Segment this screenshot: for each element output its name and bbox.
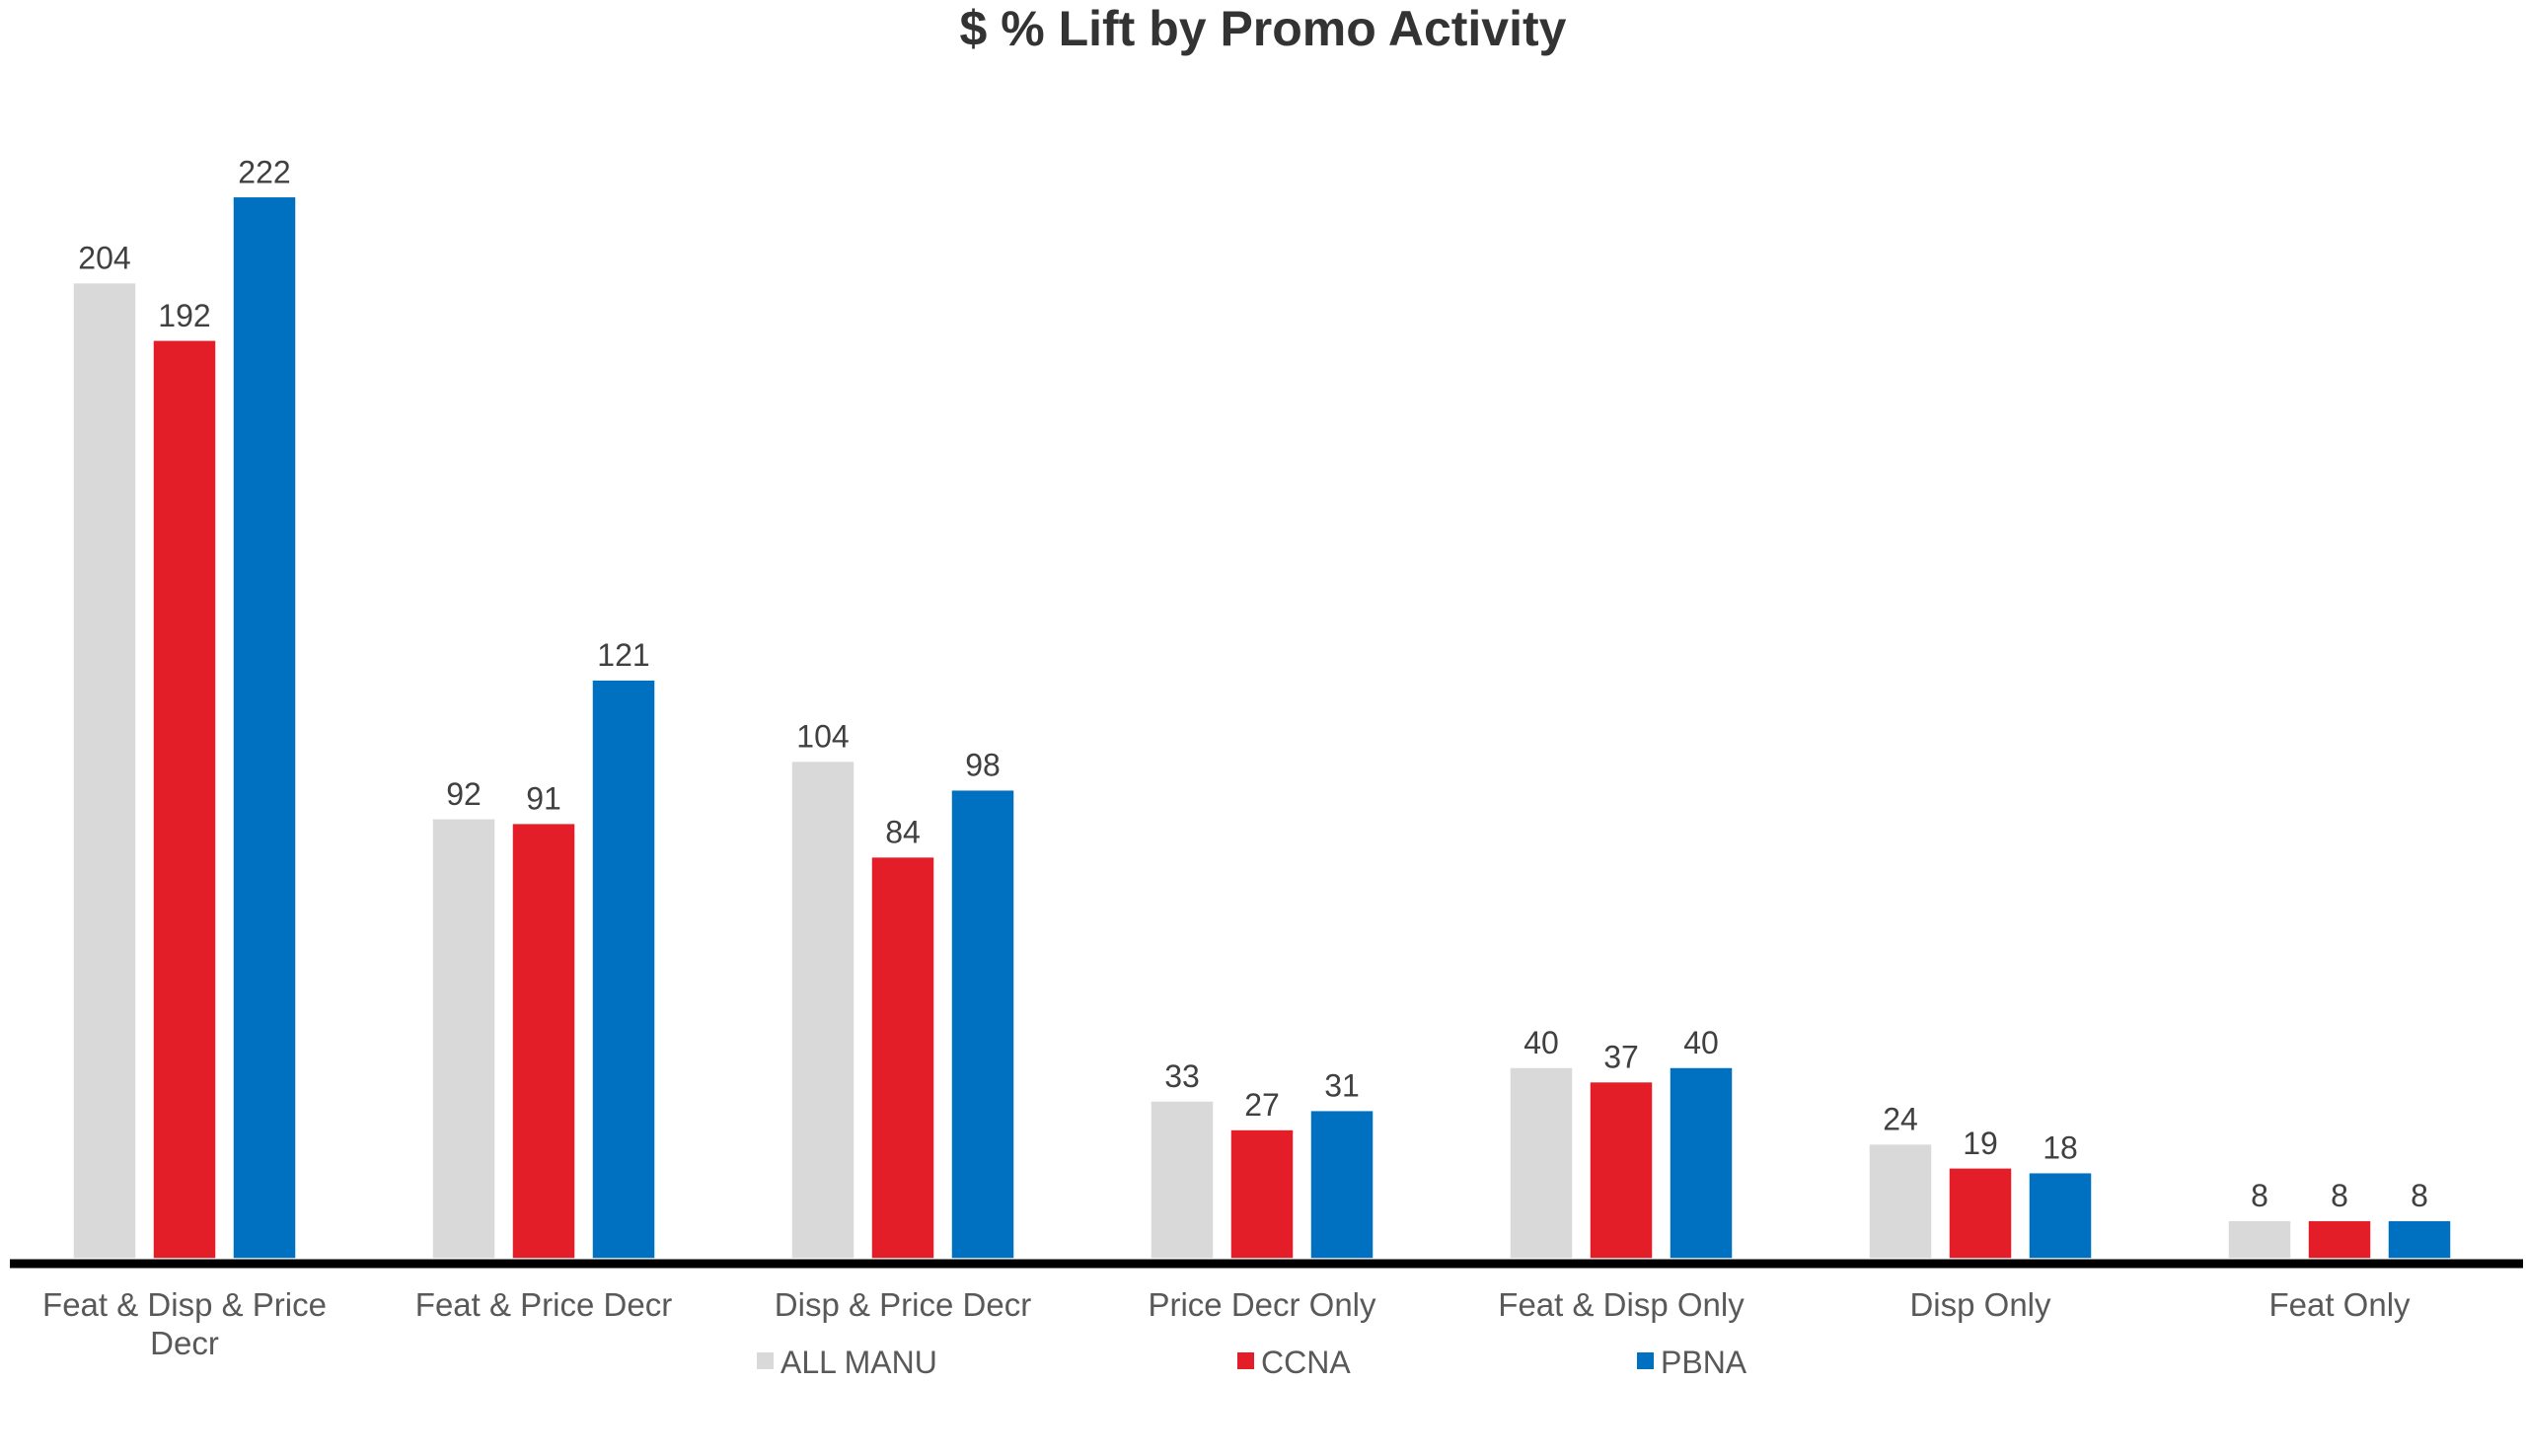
legend-item: PBNA xyxy=(1637,1345,1747,1380)
bar-all-manu xyxy=(2227,1219,2292,1260)
x-tick-label: Feat & Price Decr xyxy=(415,1286,672,1323)
data-label: 31 xyxy=(1324,1068,1360,1104)
data-label: 37 xyxy=(1603,1040,1639,1075)
data-label: 92 xyxy=(446,776,482,812)
bar-ccna xyxy=(1948,1167,2013,1260)
bar-ccna xyxy=(2307,1219,2372,1260)
data-label: 40 xyxy=(1523,1025,1559,1060)
bar-ccna xyxy=(1589,1080,1654,1260)
data-label: 8 xyxy=(2411,1178,2428,1213)
data-label: 91 xyxy=(526,781,561,817)
x-tick-label: Decr xyxy=(150,1325,219,1361)
data-label: 84 xyxy=(885,815,921,850)
x-tick-label: Feat & Disp & Price xyxy=(42,1286,327,1323)
bar-ccna xyxy=(511,822,576,1260)
bar-all-manu xyxy=(1509,1066,1574,1260)
bar-pbna xyxy=(2387,1219,2452,1260)
legend-item: ALL MANU xyxy=(757,1345,937,1380)
bar-pbna xyxy=(2028,1171,2093,1260)
data-label: 40 xyxy=(1683,1025,1719,1060)
legend-swatch xyxy=(1637,1352,1654,1369)
bar-pbna xyxy=(950,788,1015,1260)
bar-pbna xyxy=(1309,1109,1374,1260)
data-label: 98 xyxy=(965,748,1001,783)
data-label: 121 xyxy=(597,637,649,673)
data-label: 8 xyxy=(2331,1178,2348,1213)
x-tick-label: Feat & Disp Only xyxy=(1498,1286,1745,1323)
bar-all-manu xyxy=(1868,1142,1933,1260)
legend-swatch xyxy=(1237,1352,1254,1369)
data-label: 8 xyxy=(2251,1178,2268,1213)
data-label: 104 xyxy=(796,719,849,755)
data-label: 18 xyxy=(2043,1130,2078,1166)
legend-swatch xyxy=(757,1352,774,1369)
x-tick-label: Disp & Price Decr xyxy=(775,1286,1031,1323)
bar-all-manu xyxy=(1150,1100,1215,1260)
legend-item: CCNA xyxy=(1237,1345,1351,1380)
legend-label: ALL MANU xyxy=(780,1345,937,1380)
bar-ccna xyxy=(870,855,935,1260)
bar-pbna xyxy=(232,195,297,1260)
legend-label: PBNA xyxy=(1661,1345,1747,1380)
bar-all-manu xyxy=(790,760,855,1260)
data-label: 27 xyxy=(1244,1087,1280,1123)
data-label: 204 xyxy=(78,241,130,276)
data-label: 33 xyxy=(1164,1058,1200,1094)
bar-pbna xyxy=(1669,1066,1734,1260)
x-tick-label: Feat Only xyxy=(2268,1286,2411,1323)
chart-title: $ % Lift by Promo Activity xyxy=(960,1,1567,56)
x-tick-label: Price Decr Only xyxy=(1148,1286,1376,1323)
bar-all-manu xyxy=(72,281,137,1260)
bar-all-manu xyxy=(431,818,496,1260)
legend-label: CCNA xyxy=(1261,1345,1351,1380)
x-tick-label: Disp Only xyxy=(1909,1286,2051,1323)
data-label: 24 xyxy=(1883,1102,1918,1137)
bar-ccna xyxy=(152,339,217,1260)
data-label: 222 xyxy=(238,154,290,189)
data-label: 192 xyxy=(158,298,210,333)
bar-pbna xyxy=(591,679,656,1260)
bar-ccna xyxy=(1229,1128,1295,1260)
data-label: 19 xyxy=(1963,1126,1998,1161)
